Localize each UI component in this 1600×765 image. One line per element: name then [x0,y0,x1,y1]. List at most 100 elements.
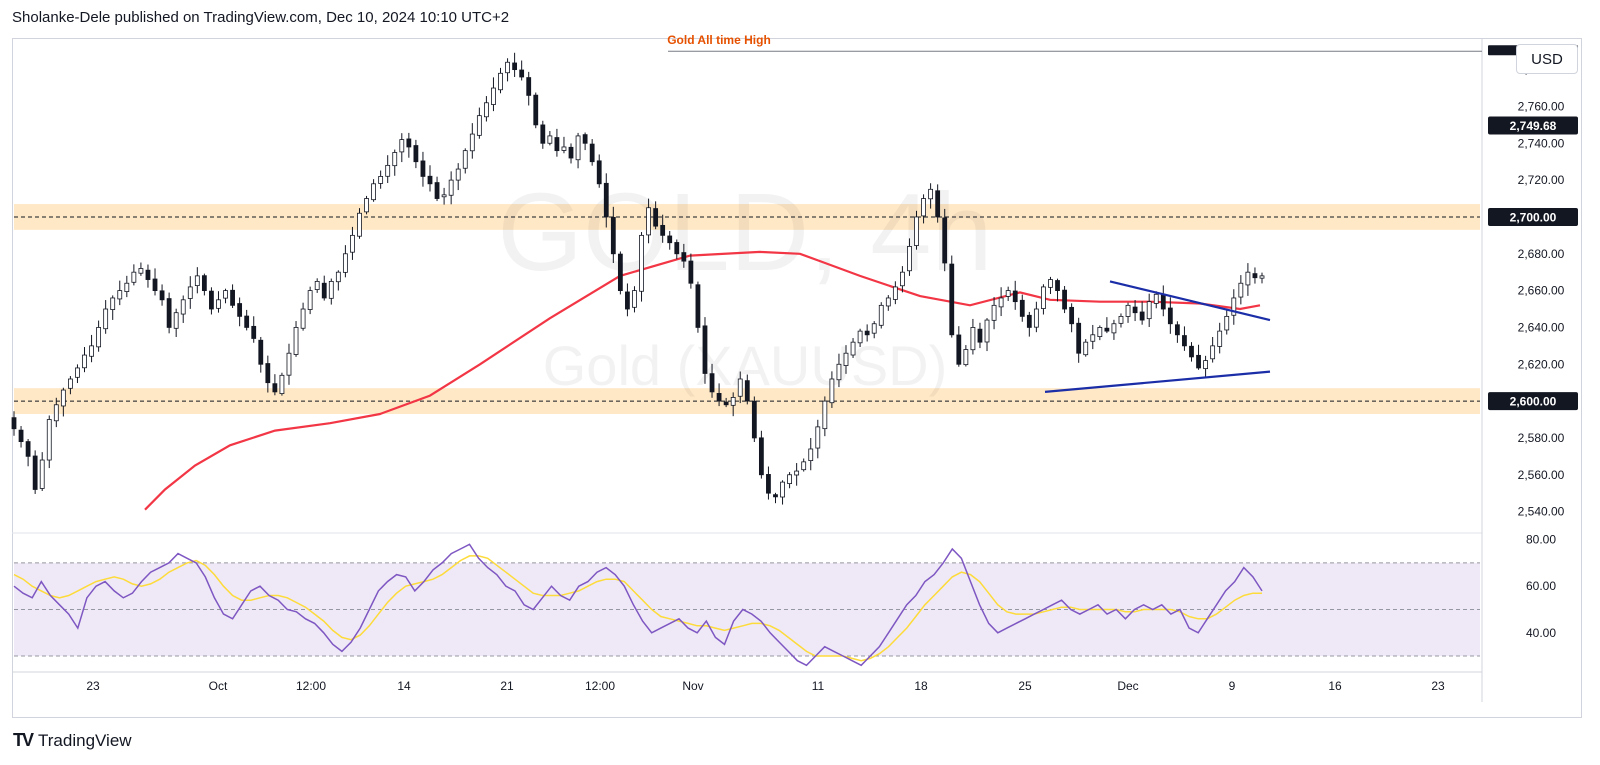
candle-down [942,217,948,264]
candle-down [265,363,271,384]
price-label-box [1488,207,1578,226]
rsi-tick-label: 60.00 [1526,579,1556,593]
candle-up [1245,271,1251,286]
currency-button[interactable]: USD [1516,44,1578,74]
candle-up [378,176,384,184]
price-tick-label: 2,680.00 [1518,247,1565,261]
price-tick-label: 2,580.00 [1518,431,1565,445]
candle-up [632,290,637,308]
price-label: 2,700.00 [1510,210,1557,224]
price-tick-label: 2,660.00 [1518,284,1565,298]
moving-average-200 [144,250,1261,511]
candle-up [1146,301,1152,320]
candle-up [561,146,567,151]
price-tick-label: 2,620.00 [1518,357,1565,371]
candle-up [808,448,814,462]
candle-up [998,297,1004,308]
candle-up [399,139,405,153]
candle-up [187,286,193,299]
candle-down [230,289,235,306]
candle-down [272,383,278,393]
candle-up [575,135,581,161]
candle-up [914,216,919,246]
candle-up [1118,315,1124,324]
candle-up [68,378,73,389]
time-tick-label: 18 [914,679,928,693]
price-tick-label: 2,720.00 [1518,173,1565,187]
candle-down [1196,354,1201,369]
candle-up [639,234,644,292]
rsi-pane [13,543,1480,667]
price-tick-label: 2,640.00 [1518,320,1565,334]
candle-down [1062,289,1067,310]
candle-down [526,77,532,96]
candle-up [892,286,898,300]
candle-up [780,481,785,498]
candle-up [117,290,123,300]
candle-up [871,323,877,334]
candle-up [836,363,842,381]
candle-up [392,152,398,167]
triangle-trendlines [1044,280,1271,393]
candle-down [1026,314,1032,328]
candle-up [737,378,743,397]
time-tick-label: 16 [1328,679,1342,693]
candle-down [258,339,264,365]
candle-down [18,429,24,443]
candle-down [1132,306,1138,314]
candle-up [180,299,186,315]
candle-up [307,290,313,310]
candle-up [476,115,482,136]
candle-down [209,290,214,310]
candle-up [1048,279,1053,288]
candle-up [1153,293,1159,304]
candle-up [1125,304,1131,317]
time-tick-label: 21 [500,679,514,693]
price-label: 2,749.68 [1510,119,1557,133]
candle-up [103,308,109,330]
candle-down [582,134,588,144]
candle-down [1104,327,1110,332]
candle-down [653,208,659,227]
candle-down [935,190,941,218]
candle-up [547,135,553,144]
candle-down [1167,307,1173,325]
candle-up [110,297,116,310]
candle-down [406,138,412,148]
watermark-symbol: GOLD, 4h [497,171,992,294]
time-tick-label: Oct [209,679,228,693]
tradingview-logo[interactable]: TV TradingView [13,730,132,751]
candle-up [223,290,228,299]
candle-down [1069,306,1075,325]
candle-up [1238,282,1244,298]
candle-up [991,304,997,321]
candle-up [342,253,348,273]
candle-up [455,168,461,181]
candle-up [124,282,130,292]
candle-up [491,87,496,105]
candle-up [60,389,66,407]
candle-up [885,297,891,307]
candle-up [131,271,137,283]
candle-down [512,62,518,71]
candle-up [357,212,362,237]
moving-average-line [144,250,1261,511]
candle-up [138,268,144,274]
candle-up [829,378,835,404]
candle-up [39,459,45,489]
time-tick-label: 23 [86,679,100,693]
candle-up [1083,341,1089,356]
candle-up [335,271,341,283]
candle-up [216,299,221,309]
candle-up [1097,327,1103,338]
candle-down [201,275,207,292]
candle-down [688,260,694,284]
candle-up [730,397,736,406]
candle-up [469,133,475,152]
tradingview-logo-icon: TV [13,730,34,750]
all-time-high-line: Gold All time High [667,33,1482,52]
price-label-box [1488,392,1578,411]
time-tick-label: 11 [812,679,825,693]
candle-down [773,494,778,498]
